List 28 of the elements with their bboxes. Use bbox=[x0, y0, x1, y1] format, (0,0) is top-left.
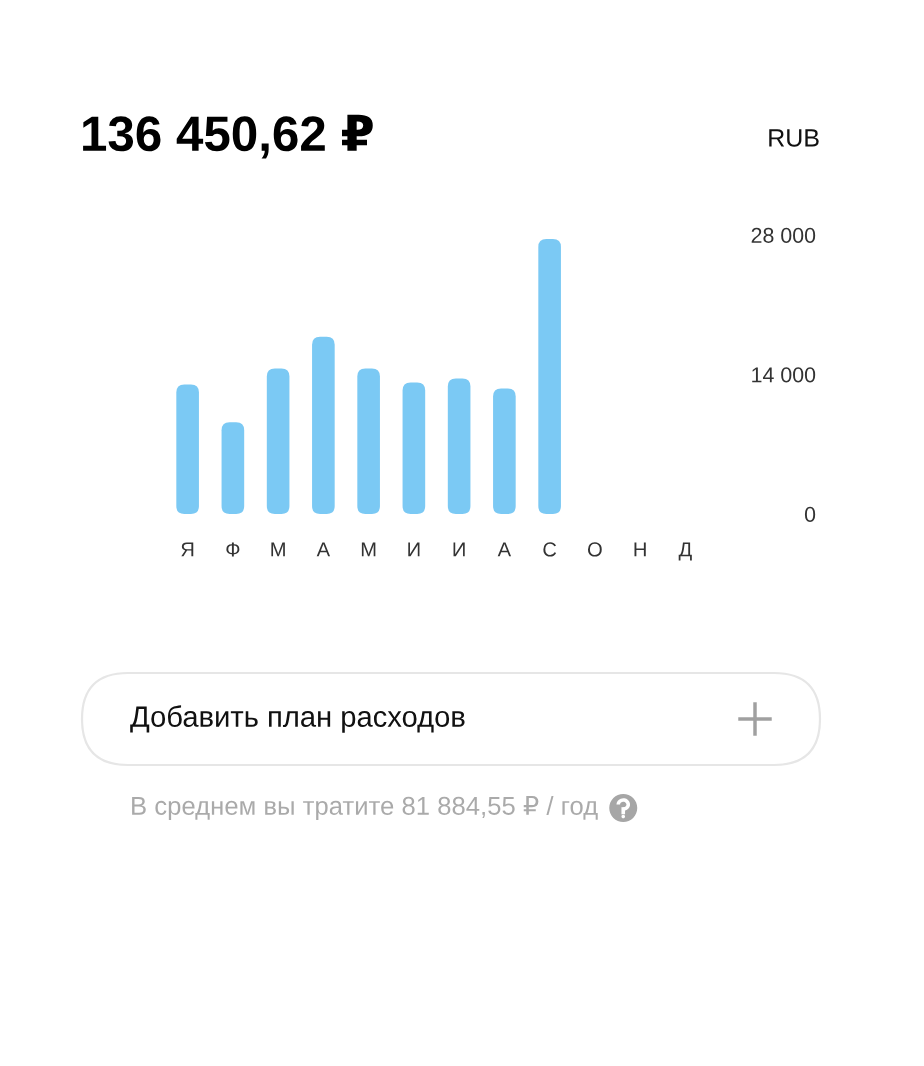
x-tick-label: С bbox=[543, 542, 557, 557]
y-tick-label: 14 000 bbox=[752, 367, 816, 383]
bar bbox=[447, 378, 471, 514]
chart-title: 136 450,62 ₽ bbox=[83, 114, 373, 159]
x-tick-label: О bbox=[588, 542, 602, 557]
bar bbox=[221, 422, 245, 514]
text: В среднем вы тратите 81 884,55 ₽ / год bbox=[132, 795, 598, 821]
bar bbox=[538, 238, 561, 514]
bar bbox=[266, 368, 290, 514]
x-tick-label: Ф bbox=[226, 542, 240, 557]
x-tick-label: М bbox=[271, 542, 285, 557]
text: RUB bbox=[769, 129, 819, 147]
bar bbox=[176, 384, 199, 514]
x-tick-label: И bbox=[408, 542, 420, 557]
x-tick-label: Я bbox=[181, 542, 194, 557]
x-tick-label: И bbox=[453, 542, 465, 557]
x-tick-label: А bbox=[316, 542, 331, 557]
bar bbox=[402, 382, 426, 514]
bar bbox=[312, 336, 335, 514]
x-tick-label: М bbox=[361, 542, 376, 557]
y-tick-label: 0 bbox=[804, 506, 816, 522]
text: Добавить план расходов bbox=[130, 705, 465, 733]
x-tick-label: А bbox=[497, 542, 512, 557]
bar bbox=[493, 388, 516, 514]
x-tick-label: Н bbox=[634, 542, 646, 557]
x-tick-label: Д bbox=[678, 542, 692, 561]
y-tick-label: 28 000 bbox=[751, 227, 816, 243]
bar bbox=[357, 368, 380, 514]
